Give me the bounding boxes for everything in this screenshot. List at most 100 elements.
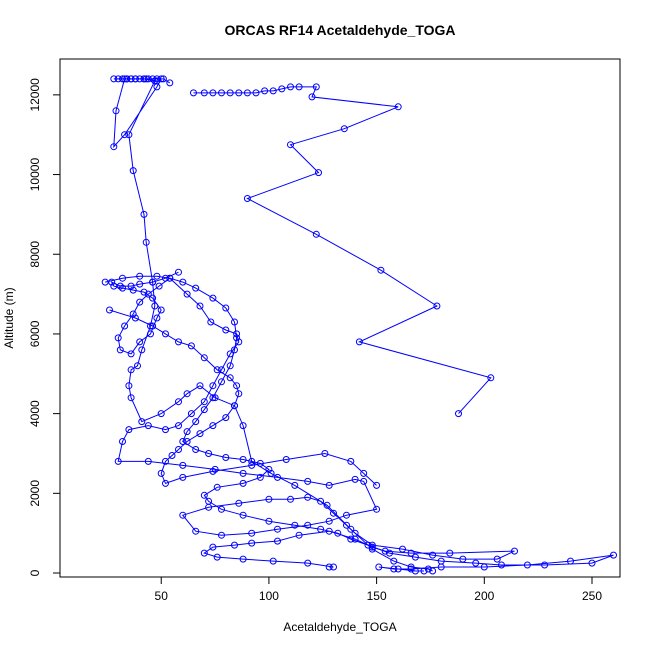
data-point (330, 563, 337, 571)
data-point (308, 93, 316, 101)
data-point (112, 107, 120, 115)
data-point (291, 521, 299, 529)
data-point (248, 529, 256, 537)
data-point (183, 290, 191, 298)
y-tick-label: 0 (28, 569, 42, 576)
data-point (304, 521, 312, 529)
data-point (175, 446, 182, 453)
data-point (269, 557, 277, 565)
data-point (304, 559, 312, 567)
y-tick-label: 6000 (28, 320, 42, 347)
data-point (205, 450, 213, 457)
data-point (138, 418, 146, 426)
data-point (231, 541, 238, 549)
data-point (213, 483, 221, 491)
data-point (243, 89, 251, 97)
data-point (334, 529, 342, 537)
data-point (265, 465, 273, 473)
data-point (321, 450, 329, 457)
data-point (209, 394, 217, 402)
data-point (364, 541, 372, 549)
data-point (136, 280, 144, 288)
x-tick-label: 50 (155, 589, 169, 603)
data-point (192, 418, 200, 426)
data-point (175, 398, 182, 406)
data-point (304, 477, 312, 485)
x-axis-label: Acetaldehyde_TOGA (283, 620, 396, 634)
data-point (343, 521, 350, 529)
data-point (127, 394, 135, 402)
data-point (153, 272, 161, 280)
data-point (162, 457, 169, 465)
data-point (269, 87, 277, 95)
x-tick-label: 100 (259, 589, 279, 603)
data-point (131, 75, 139, 83)
data-point (218, 378, 225, 386)
x-tick-label: 150 (367, 589, 387, 603)
data-point (278, 85, 286, 93)
data-point (455, 410, 462, 418)
data-point (343, 511, 350, 519)
data-point (252, 89, 260, 97)
data-point (373, 481, 381, 489)
data-point (136, 298, 144, 306)
data-point (136, 338, 144, 346)
data-point (312, 83, 320, 91)
data-point (239, 511, 247, 519)
data-point (222, 326, 230, 334)
data-point (437, 563, 445, 571)
data-point (218, 531, 225, 539)
data-point (149, 294, 157, 302)
plot-box (59, 58, 621, 578)
data-point (304, 493, 312, 501)
data-point (209, 543, 217, 551)
data-point (140, 288, 148, 296)
data-point (274, 473, 281, 481)
y-tick-label: 10000 (28, 158, 42, 192)
data-point (424, 565, 432, 573)
data-point (209, 89, 217, 97)
data-point (610, 551, 617, 559)
data-point (121, 131, 129, 139)
data-point (498, 561, 505, 569)
data-point (325, 563, 333, 571)
data-point (347, 535, 355, 543)
data-point (179, 278, 187, 286)
data-point (144, 290, 152, 298)
data-point (213, 366, 221, 374)
data-point (121, 322, 129, 330)
series-line (193, 86, 492, 414)
data-point (291, 481, 299, 489)
data-point (127, 366, 135, 374)
data-point (153, 314, 161, 322)
data-point (368, 543, 376, 551)
x-tick-label: 250 (582, 589, 602, 603)
data-point (317, 525, 325, 533)
data-point (233, 334, 241, 342)
data-point (265, 517, 273, 525)
y-tick-label: 12000 (28, 78, 42, 112)
data-point (235, 390, 243, 398)
data-point (256, 459, 264, 467)
data-point (209, 382, 217, 390)
data-point (480, 563, 488, 571)
data-point (106, 306, 113, 314)
data-point (274, 525, 281, 533)
data-point (446, 549, 454, 557)
series-line (105, 275, 614, 572)
data-point (493, 555, 501, 563)
data-point (588, 559, 596, 567)
data-point (179, 438, 187, 445)
data-point (144, 457, 152, 465)
data-point (162, 426, 169, 434)
data-point (315, 169, 322, 177)
data-point (248, 461, 256, 469)
data-point (114, 334, 122, 342)
data-point (196, 382, 204, 390)
data-point (140, 75, 148, 83)
data-point (233, 382, 241, 390)
data-point (231, 346, 238, 354)
data-point (256, 473, 264, 481)
data-point (179, 473, 187, 481)
data-point (213, 553, 221, 561)
